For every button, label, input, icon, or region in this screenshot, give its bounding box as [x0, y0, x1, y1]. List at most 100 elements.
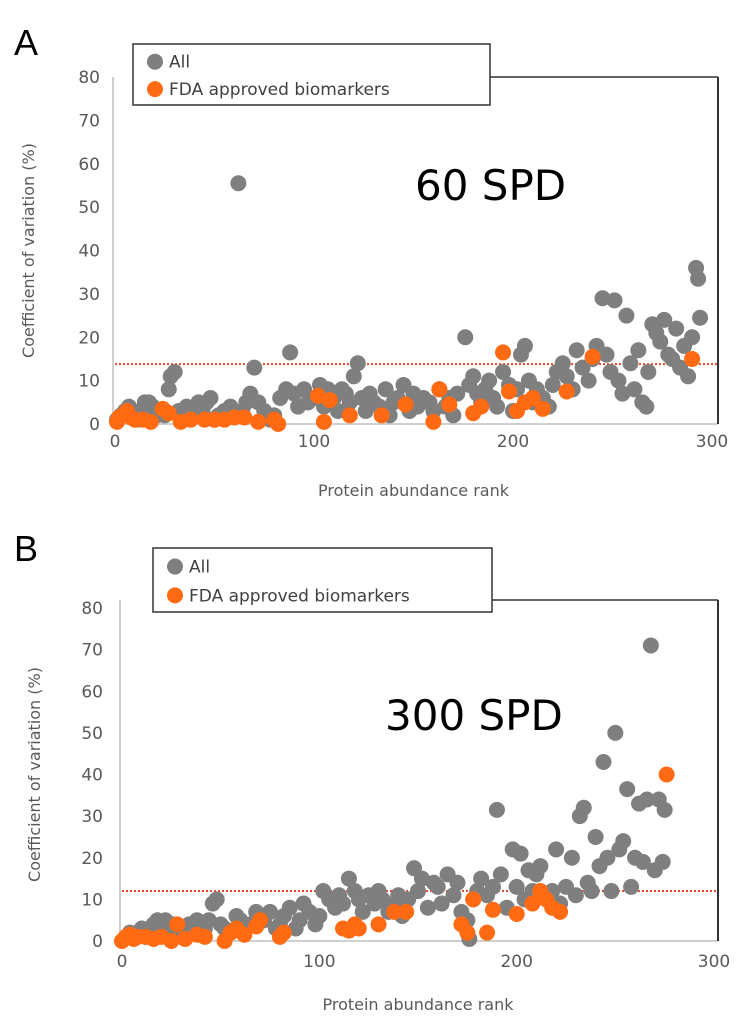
x-tick-label: 200 [500, 952, 532, 972]
panel-label-b: B [14, 528, 39, 569]
data-point-fda [160, 405, 177, 422]
data-point-all [512, 845, 529, 862]
legend-box [132, 43, 491, 106]
data-point-all [554, 355, 571, 372]
data-point-all [690, 270, 707, 287]
panel-label-a: A [14, 22, 39, 63]
data-point-fda [552, 903, 569, 920]
panel-annotation: 60 SPD [415, 161, 566, 210]
data-point-fda [684, 350, 701, 367]
legend-label: FDA approved biomarkers [189, 586, 410, 606]
data-point-all [202, 389, 219, 406]
data-point-fda [524, 895, 541, 912]
data-point-all [282, 344, 299, 361]
data-point-fda [524, 389, 541, 406]
data-point-fda [163, 933, 180, 949]
data-point-all [377, 381, 394, 398]
panel-annotation: 300 SPD [385, 691, 563, 740]
data-point-all [607, 724, 624, 741]
data-point-all [599, 849, 616, 866]
legend-marker-fda [167, 587, 183, 604]
data-point-all [548, 841, 565, 858]
data-point-all [606, 292, 623, 309]
y-tick-label: 30 [78, 285, 100, 305]
y-tick-label: 80 [78, 68, 100, 88]
data-point-fda [250, 413, 267, 430]
x-tick-label: 200 [497, 432, 529, 452]
data-point-all [642, 637, 659, 654]
y-tick-label: 80 [81, 599, 103, 619]
data-point-all [652, 333, 669, 350]
data-point-fda [441, 396, 458, 413]
legend-box [152, 547, 493, 613]
legend-marker-fda [147, 81, 163, 98]
legend-label: All [189, 558, 210, 578]
data-point-all [656, 801, 673, 818]
data-point-fda [558, 383, 575, 400]
data-point-all [311, 908, 328, 925]
data-point-all [429, 878, 446, 895]
data-point-all [622, 355, 639, 372]
data-point-all [568, 342, 585, 359]
data-point-all [626, 381, 643, 398]
data-point-fda [370, 916, 387, 933]
data-point-fda [425, 413, 442, 430]
data-point-all [684, 329, 701, 346]
data-point-all [654, 853, 671, 870]
data-point-all [473, 870, 490, 887]
data-point-fda [341, 407, 358, 424]
y-tick-label: 70 [78, 111, 100, 131]
data-point-all [340, 870, 357, 887]
data-point-all [495, 363, 512, 380]
data-point-all [492, 866, 509, 883]
data-point-all [623, 878, 640, 895]
data-point-all [160, 381, 177, 398]
y-tick-label: 70 [81, 641, 103, 661]
data-point-all [281, 899, 298, 916]
y-tick-label: 30 [81, 807, 103, 827]
data-point-all [354, 903, 371, 920]
data-point-all [345, 368, 362, 385]
data-point-fda [182, 411, 199, 428]
x-axis-title: Protein abundance rank [322, 995, 514, 1014]
data-point-all [433, 895, 450, 912]
y-tick-label: 40 [81, 766, 103, 786]
data-point-all [680, 368, 697, 385]
data-point-fda [321, 392, 338, 409]
chart-panel-a: 0 10 20 30 40 50 60 70 80 0 100 200 300 Protein abund… [19, 43, 728, 500]
data-point-all [692, 309, 709, 326]
legend-marker-all [167, 558, 183, 575]
data-point-all [445, 887, 462, 904]
data-point-all [558, 368, 575, 385]
chart-panel-b: 0 10 20 30 40 50 60 70 80 0 100 200 300 Protein abund… [25, 547, 730, 1014]
data-point-all [532, 858, 549, 875]
data-point-fda [142, 413, 159, 430]
legend: All FDA approved biomarkers [152, 547, 493, 613]
y-axis-title: Coefficient of variation (%) [25, 667, 44, 882]
series-fda-biomarkers [108, 344, 701, 432]
data-point-fda [495, 344, 512, 361]
x-tick-label: 0 [110, 432, 121, 452]
y-tick-label: 20 [78, 328, 100, 348]
data-point-all [208, 891, 225, 908]
data-point-all [598, 346, 615, 363]
data-point-all [488, 801, 505, 818]
data-point-all [516, 337, 533, 354]
data-point-fda [473, 398, 490, 415]
data-point-fda [459, 924, 476, 941]
x-tick-label: 300 [698, 952, 730, 972]
data-point-all [508, 878, 525, 895]
data-point-all [610, 372, 627, 389]
x-tick-label: 0 [117, 952, 128, 972]
data-point-all [619, 781, 636, 798]
data-point-fda [465, 891, 482, 908]
y-tick-label: 0 [92, 932, 103, 952]
data-point-all [349, 355, 366, 372]
data-point-all [587, 828, 604, 845]
data-point-fda [484, 901, 501, 918]
series-all [108, 175, 709, 428]
data-point-all [481, 372, 498, 389]
legend: All FDA approved biomarkers [132, 43, 491, 106]
data-point-all [465, 368, 482, 385]
